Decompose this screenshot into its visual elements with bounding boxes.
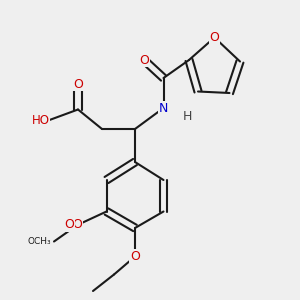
Text: H: H [183,110,192,124]
Text: O: O [139,53,149,67]
Text: OCH₃: OCH₃ [27,237,51,246]
Text: HO: HO [32,113,50,127]
Text: O: O [64,218,74,232]
Text: O: O [73,218,82,232]
Text: O: O [210,31,219,44]
Text: N: N [159,101,168,115]
Text: O: O [130,250,140,263]
Text: O: O [73,77,83,91]
